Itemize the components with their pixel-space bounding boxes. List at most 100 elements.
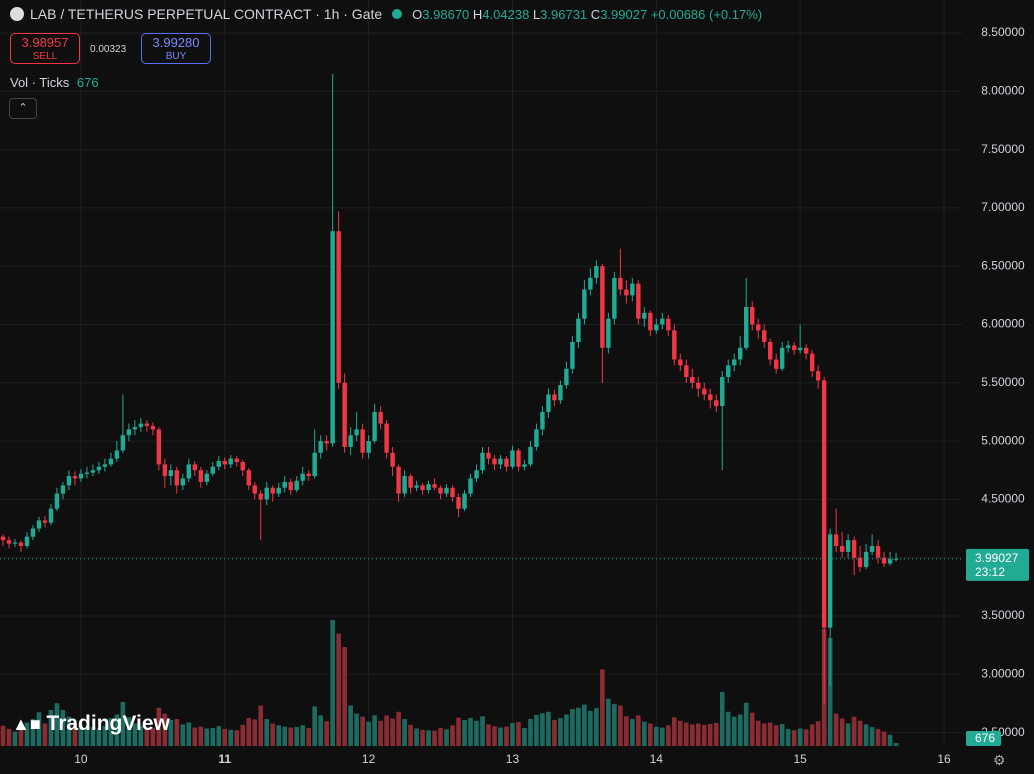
volume-bar [642, 721, 647, 746]
volume-legend-label: Vol · Ticks [10, 75, 70, 90]
volume-bar [222, 728, 228, 746]
y-tick-label: 8.00000 [981, 83, 1025, 97]
candle-body [42, 520, 48, 523]
candle-body [78, 473, 84, 479]
volume-bar [582, 704, 587, 746]
candle-body [12, 542, 18, 544]
volume-bar [36, 712, 42, 746]
candle-body [791, 345, 797, 351]
volume-bar [132, 723, 138, 746]
y-tick-label: 4.50000 [981, 492, 1025, 506]
volume-bar [749, 712, 755, 746]
volume-bar [162, 713, 168, 746]
volume-bar [66, 716, 72, 746]
volume-bar [731, 716, 737, 746]
candle-body [732, 359, 737, 366]
candle-body [120, 435, 126, 451]
candle-body [18, 542, 24, 547]
volume-bar [384, 715, 389, 746]
volume-bar [198, 726, 204, 746]
candle-body [809, 353, 815, 372]
candle-body [66, 476, 72, 486]
volume-bar [114, 714, 120, 746]
candle-body [180, 478, 186, 486]
settings-button[interactable]: ⚙ [993, 752, 1006, 768]
volume-bar [857, 720, 863, 746]
candle-body [492, 458, 497, 465]
y-tick-label: 8.50000 [981, 25, 1025, 39]
brand-name: TradingView [46, 712, 170, 735]
volume-bar [24, 722, 30, 746]
candle-body [474, 470, 479, 479]
volume-bar [498, 727, 503, 746]
volume-bar [707, 723, 713, 746]
ohlc-value: 3.98670 [422, 6, 470, 22]
volume-bar [396, 711, 401, 746]
volume-bar [773, 725, 779, 746]
volume-bar [893, 742, 899, 746]
candle-body [684, 365, 689, 377]
candle-body [6, 540, 12, 544]
volume-bar [186, 722, 192, 746]
volume-bar [654, 726, 659, 746]
candle-body [588, 277, 593, 290]
candle-body [282, 481, 287, 488]
candle-body [564, 368, 569, 386]
buy-price: 3.99280 [152, 35, 200, 50]
volume-bar [12, 731, 18, 746]
candle-body [570, 341, 575, 369]
candle-body [767, 341, 773, 360]
volume-bar [246, 718, 252, 746]
volume-bar [96, 728, 102, 746]
volume-bar [72, 723, 78, 746]
sell-button[interactable]: 3.98957 SELL [10, 33, 80, 64]
volume-bar [0, 725, 6, 746]
candle-body [126, 429, 132, 436]
candle-body [504, 458, 509, 467]
volume-bar [78, 724, 84, 746]
collapse-button[interactable]: ⌃ [9, 98, 37, 119]
volume-bar [306, 728, 311, 746]
y-tick-label: 3.00000 [981, 666, 1025, 680]
candle-body [672, 330, 677, 360]
volume-bar [486, 724, 491, 746]
candle-body [30, 528, 36, 537]
buy-button[interactable]: 3.99280 BUY [141, 33, 211, 64]
volume-bar [546, 711, 551, 746]
candle-body [312, 452, 317, 477]
volume-bar [84, 728, 90, 746]
volume-bar [438, 728, 443, 746]
candle-body [797, 347, 803, 351]
volume-bar [875, 728, 881, 746]
ohlc-value: 3.96731 [540, 6, 588, 22]
volume-bar [42, 723, 48, 746]
volume-bar [552, 719, 557, 746]
candle-body [636, 283, 641, 319]
candle-body [546, 394, 551, 412]
volume-bar [174, 719, 180, 746]
volume-bar [330, 620, 335, 746]
candle-body [821, 380, 827, 628]
candle-body [360, 429, 365, 453]
volume-bar [480, 716, 485, 746]
volume-bar [234, 730, 240, 746]
volume-bar [594, 708, 599, 746]
candle-body [300, 473, 305, 481]
volume-bar [504, 726, 509, 746]
candle-body [48, 508, 54, 523]
volume-bar [420, 729, 425, 746]
candle-body [450, 487, 455, 498]
candle-body [90, 470, 96, 473]
candle-body [252, 485, 257, 494]
volume-bar [534, 714, 539, 746]
volume-bar [180, 724, 186, 746]
price-axis-bg [962, 0, 1034, 774]
volume-bar [228, 729, 234, 746]
candle-body [138, 423, 144, 428]
volume-bar [791, 730, 797, 746]
countdown-label: 23:12 [975, 565, 1005, 579]
candle-body [162, 464, 168, 477]
buy-label: BUY [165, 51, 187, 62]
volume-bar [492, 726, 497, 746]
candle-body [726, 365, 731, 377]
